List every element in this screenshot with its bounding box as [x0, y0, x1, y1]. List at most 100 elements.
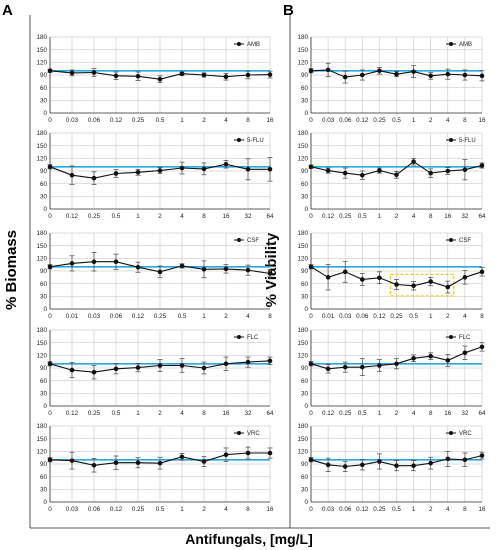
x-tick-label: 4: [412, 410, 416, 417]
legend-label: AMB: [459, 42, 472, 48]
x-tick-label: 2: [158, 410, 162, 417]
x-tick-label: 4: [412, 213, 416, 220]
data-point: [201, 365, 207, 371]
data-point: [201, 72, 207, 78]
data-point: [394, 71, 399, 77]
data-point: [91, 462, 97, 468]
x-tick-label: 32: [461, 410, 469, 417]
x-tick-label: 64: [478, 213, 486, 220]
data-point: [267, 271, 273, 276]
legend-marker: [237, 138, 241, 142]
y-tick-label: 30: [301, 98, 309, 105]
x-tick-label: 1: [378, 213, 382, 220]
x-tick-label: 0.12: [356, 117, 369, 124]
data-point: [201, 459, 207, 464]
x-tick-label: 0.06: [339, 117, 352, 124]
data-point: [445, 168, 451, 174]
x-tick-label: 4: [180, 410, 184, 417]
y-tick-label: 60: [40, 181, 48, 188]
y-axis-label-a: % Biomass: [3, 230, 20, 310]
x-tick-label: 0.25: [88, 213, 101, 220]
data-point: [325, 366, 331, 372]
data-point: [325, 168, 331, 173]
x-tick-label: 16: [478, 117, 486, 124]
x-tick-label: 16: [266, 117, 274, 124]
y-tick-label: 120: [297, 60, 308, 67]
x-tick-label: 2: [446, 313, 450, 320]
x-axis-label: Antifungals, [mg/L]: [185, 531, 313, 547]
y-tick-label: 60: [301, 281, 309, 288]
y-tick-label: 150: [36, 143, 47, 150]
data-point: [157, 363, 163, 368]
x-tick-label: 1: [412, 117, 416, 124]
chart-b-csf: 0 30 60 90 120 150 180 0 0.01 0.03 0.06 0.12 0.25 0.5…: [297, 230, 485, 320]
x-tick-label: 8: [480, 313, 484, 320]
data-point: [267, 450, 273, 456]
data-point: [479, 453, 485, 458]
data-point: [267, 72, 273, 77]
data-point: [308, 68, 314, 74]
data-point: [223, 266, 229, 272]
data-point: [113, 366, 119, 372]
x-tick-label: 0.25: [339, 213, 352, 220]
legend-marker: [237, 335, 241, 339]
data-point: [91, 175, 97, 181]
y-tick-label: 90: [40, 365, 48, 372]
x-tick-label: 8: [202, 213, 206, 220]
data-point: [394, 282, 399, 287]
x-tick-label: 16: [444, 410, 452, 417]
x-tick-label: 1: [378, 410, 382, 417]
x-tick-label: 8: [429, 213, 433, 220]
data-point: [157, 76, 163, 82]
data-point: [445, 456, 451, 462]
y-tick-label: 30: [301, 487, 309, 494]
x-tick-label: 0.5: [156, 117, 165, 124]
x-tick-label: 4: [446, 506, 450, 513]
y-tick-label: 180: [297, 130, 308, 137]
y-tick-label: 0: [304, 206, 308, 213]
x-tick-label: 0.03: [88, 313, 101, 320]
x-tick-label: 8: [202, 410, 206, 417]
data-point: [179, 71, 185, 77]
x-tick-label: 0.01: [66, 313, 79, 320]
data-point: [445, 358, 451, 363]
x-tick-label: 0: [309, 506, 313, 513]
data-point: [360, 72, 365, 78]
data-point: [462, 457, 468, 463]
y-tick-label: 60: [40, 85, 48, 92]
y-tick-label: 120: [297, 156, 308, 163]
legend-label: VRC: [459, 431, 472, 437]
y-tick-label: 150: [297, 340, 308, 347]
data-point: [245, 267, 251, 273]
data-point: [325, 67, 331, 73]
panel-label-b: B: [283, 2, 294, 19]
y-tick-label: 90: [40, 72, 48, 79]
data-point: [223, 452, 229, 458]
y-tick-label: 60: [301, 474, 309, 481]
data-point: [394, 361, 399, 367]
legend-label: CSF: [247, 238, 259, 244]
x-tick-label: 8: [246, 117, 250, 124]
data-point: [135, 169, 141, 175]
y-tick-label: 120: [36, 60, 47, 67]
legend-marker: [449, 42, 453, 46]
data-point: [113, 259, 119, 265]
y-tick-label: 0: [304, 499, 308, 506]
data-point: [245, 450, 251, 456]
y-tick-label: 0: [43, 306, 47, 313]
data-point: [245, 72, 251, 78]
y-tick-label: 120: [36, 256, 47, 263]
x-tick-label: 0.25: [88, 410, 101, 417]
x-tick-label: 64: [266, 410, 274, 417]
data-point: [308, 457, 314, 463]
x-tick-label: 0.06: [339, 506, 352, 513]
data-point: [377, 168, 382, 173]
data-point: [377, 459, 382, 464]
x-tick-label: 0.5: [358, 410, 367, 417]
x-tick-label: 0.06: [110, 313, 123, 320]
data-point: [267, 167, 273, 172]
y-tick-label: 0: [43, 206, 47, 213]
y-tick-label: 0: [43, 110, 47, 117]
x-tick-label: 0.25: [132, 117, 145, 124]
